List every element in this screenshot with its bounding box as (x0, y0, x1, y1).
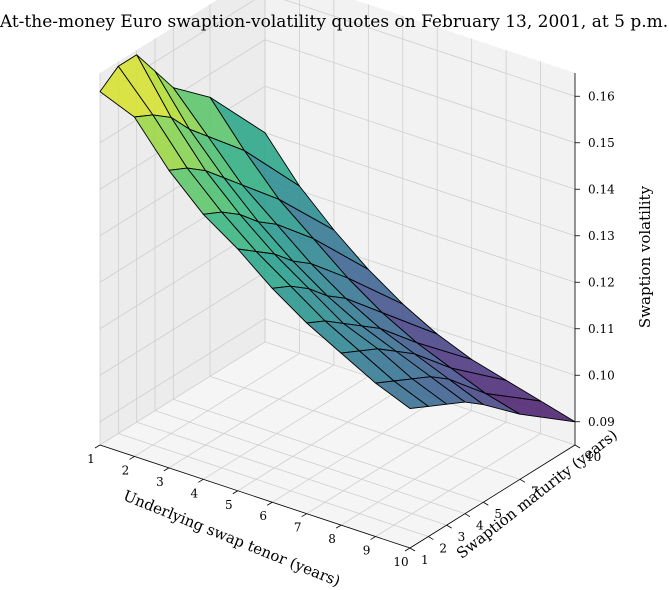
grid-line (264, 39, 576, 144)
floor-pane (100, 342, 575, 548)
y-tick-label: 1 (421, 553, 429, 567)
y-tick-label: 2 (439, 542, 447, 556)
y-tick-mark (483, 501, 489, 506)
z-tick-label: 0.16 (588, 89, 615, 103)
x-tick-mark (232, 490, 238, 495)
grid-line (99, 271, 266, 376)
grid-line (136, 421, 447, 526)
x-tick-label: 3 (156, 475, 164, 489)
y-tick-label: 4 (476, 519, 484, 533)
y-tick-mark (409, 547, 416, 552)
grid-line (168, 364, 335, 469)
z-tick-label: 0.10 (588, 368, 615, 382)
axis-lines (99, 73, 576, 549)
z-axis-label: Swaption volatility (636, 185, 654, 328)
x-tick-mark (404, 547, 411, 552)
x-tick-mark (370, 536, 376, 540)
grid-line (209, 375, 521, 480)
x-tick-label: 8 (328, 532, 336, 546)
grid-line (118, 433, 429, 537)
x-tick-mark (301, 513, 307, 518)
y-tick-mark (574, 444, 581, 449)
x-tick-label: 7 (294, 521, 302, 535)
y-tick-label: 3 (458, 530, 466, 544)
grid-line (272, 398, 438, 503)
y-axis-line (409, 444, 576, 549)
y-tick-mark (464, 513, 471, 518)
grid-line (264, 132, 576, 237)
y-tick-label: 7 (531, 484, 539, 498)
x-tick-label: 6 (259, 509, 267, 523)
surface-cell (375, 380, 429, 409)
grid-line (264, 85, 576, 190)
z-tick-label: 0.09 (588, 415, 615, 429)
x-tick-label: 5 (225, 498, 233, 512)
z-tick-label: 0.12 (588, 275, 615, 289)
x-tick-mark (335, 524, 342, 529)
y-tick-mark (446, 524, 452, 529)
grid-line (173, 398, 484, 503)
grid-line (264, 178, 576, 283)
x-tick-label: 2 (122, 463, 130, 477)
grid-line (237, 387, 403, 492)
y-tick-label: 10 (586, 450, 601, 464)
x-tick-label: 1 (87, 452, 95, 466)
y-tick-label: 5 (494, 507, 502, 521)
x-axis-line (99, 444, 411, 549)
grid-line (154, 410, 466, 515)
x-tick-label: 4 (191, 486, 199, 500)
z-tick-label: 0.11 (588, 322, 615, 336)
x-tick-mark (267, 501, 273, 506)
chart-title: At-the-money Euro swaption-volatility qu… (0, 12, 668, 32)
volatility-surface (99, 54, 576, 423)
grid-line (375, 433, 541, 537)
x-tick-mark (129, 456, 135, 460)
grid-line (284, 0, 576, 97)
grid-line (306, 410, 472, 515)
x-tick-label: 9 (363, 544, 371, 558)
z-tick-label: 0.15 (588, 136, 615, 150)
z-tick-label: 0.14 (588, 182, 615, 196)
grid-line (340, 421, 507, 526)
x-tick-mark (163, 467, 170, 472)
x-tick-mark (198, 478, 204, 483)
x-tick-label: 10 (393, 555, 408, 569)
grid-line (203, 375, 369, 480)
z-tick-label: 0.13 (588, 229, 615, 243)
y-tick-mark (428, 536, 434, 540)
grid-line (99, 318, 266, 423)
y-tick-mark (519, 478, 526, 483)
x-tick-mark (94, 444, 101, 449)
grid-line (99, 341, 266, 446)
grid-line (134, 353, 300, 457)
